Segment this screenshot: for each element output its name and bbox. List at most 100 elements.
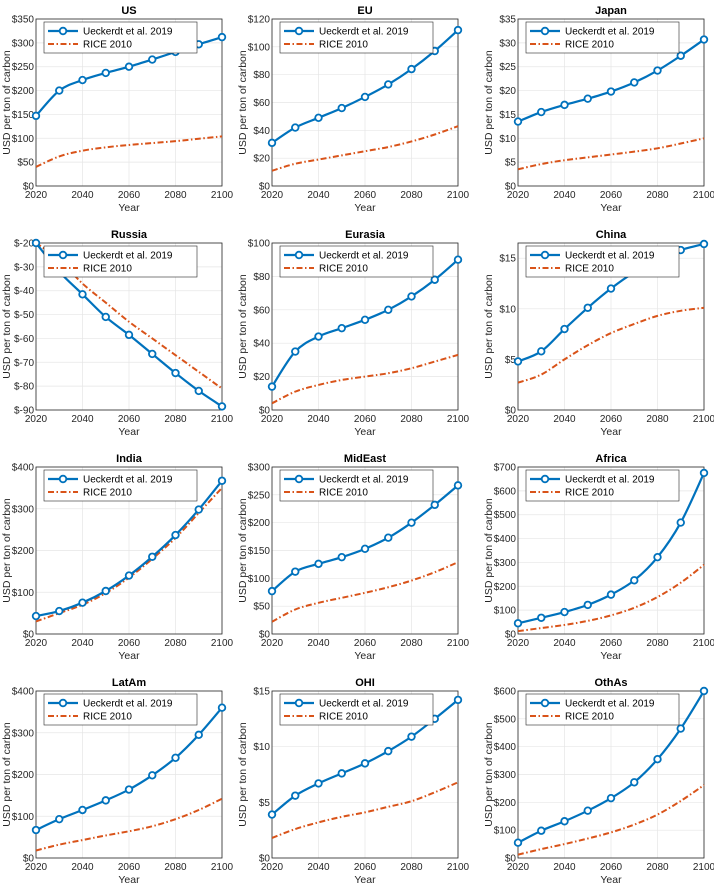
y-axis-label: USD per ton of carbon bbox=[1, 722, 13, 827]
y-tick-label: $50 bbox=[17, 158, 34, 169]
y-tick-label: $15 bbox=[499, 254, 516, 265]
data-point-ueckerdt-2019 bbox=[384, 80, 393, 89]
data-point-ueckerdt-2019 bbox=[171, 530, 180, 540]
data-point-ueckerdt-2019 bbox=[676, 724, 685, 733]
y-tick-label: $0 bbox=[505, 854, 517, 865]
data-point-ueckerdt-2019 bbox=[55, 606, 64, 616]
y-tick-label: $250 bbox=[12, 62, 35, 73]
y-tick-label: $400 bbox=[12, 687, 35, 698]
legend-label-rice: RICE 2010 bbox=[565, 264, 614, 275]
y-tick-label: $300 bbox=[494, 558, 517, 569]
legend-label-rice: RICE 2010 bbox=[319, 264, 368, 275]
x-tick-label: 2060 bbox=[118, 638, 141, 649]
legend-marker-ueckerdt bbox=[294, 698, 304, 708]
x-axis-label: Year bbox=[600, 426, 622, 438]
legend-label-ueckerdt: Ueckerdt et al. 2019 bbox=[565, 27, 655, 38]
x-tick-label: 2060 bbox=[118, 414, 141, 425]
legend: Ueckerdt et al. 2019 RICE 2010 bbox=[525, 693, 680, 726]
x-tick-label: 2080 bbox=[646, 638, 669, 649]
y-tick-label: $60 bbox=[253, 305, 270, 316]
y-axis-label: USD per ton of carbon bbox=[237, 722, 249, 827]
legend: Ueckerdt et al. 2019 RICE 2010 bbox=[525, 245, 680, 278]
series-line-rice-2010 bbox=[272, 125, 459, 172]
x-axis-label: Year bbox=[118, 202, 140, 214]
legend-label-rice: RICE 2010 bbox=[319, 712, 368, 723]
x-tick-label: 2040 bbox=[71, 638, 94, 649]
data-point-ueckerdt-2019 bbox=[360, 544, 370, 554]
x-tick-label: 2020 bbox=[25, 190, 48, 201]
axes-box bbox=[35, 690, 223, 859]
x-tick-label: 2040 bbox=[71, 190, 94, 201]
data-point-ueckerdt-2019 bbox=[407, 292, 416, 301]
legend-marker-ueckerdt bbox=[58, 250, 68, 260]
data-point-ueckerdt-2019 bbox=[148, 55, 157, 64]
y-axis-label: USD per ton of carbon bbox=[237, 50, 249, 155]
x-tick-label: 2020 bbox=[261, 638, 284, 649]
x-tick-label: 2080 bbox=[646, 190, 669, 201]
x-tick-label: 2080 bbox=[400, 862, 423, 873]
data-point-ueckerdt-2019 bbox=[148, 349, 157, 359]
y-tick-label: $250 bbox=[248, 490, 271, 501]
legend-box bbox=[525, 693, 680, 726]
y-tick-label: $100 bbox=[494, 606, 517, 617]
x-tick-label: 2040 bbox=[553, 862, 576, 873]
x-tick-label: 2020 bbox=[25, 414, 48, 425]
legend: Ueckerdt et al. 2019 RICE 2010 bbox=[279, 469, 434, 502]
data-point-ueckerdt-2019 bbox=[653, 66, 662, 75]
y-tick-label: $-40 bbox=[14, 286, 34, 297]
x-tick-label: 2080 bbox=[400, 414, 423, 425]
y-tick-label: $300 bbox=[12, 728, 35, 739]
data-point-ueckerdt-2019 bbox=[513, 357, 523, 366]
y-tick-label: $200 bbox=[12, 86, 35, 97]
x-tick-label: 2060 bbox=[600, 638, 623, 649]
y-tick-label: $100 bbox=[12, 134, 35, 145]
x-tick-label: 2100 bbox=[693, 638, 714, 649]
x-axis-label: Year bbox=[600, 650, 622, 662]
data-point-ueckerdt-2019 bbox=[217, 32, 227, 42]
data-point-ueckerdt-2019 bbox=[124, 785, 134, 794]
data-point-ueckerdt-2019 bbox=[699, 239, 709, 249]
chart-panel-latam: 2020 2040 2060 2080 2100 $0 $100 $200 $300 $400 La… bbox=[1, 677, 234, 883]
data-point-ueckerdt-2019 bbox=[78, 805, 87, 815]
legend-label-rice: RICE 2010 bbox=[565, 712, 614, 723]
data-point-ueckerdt-2019 bbox=[314, 113, 323, 123]
legend-label-rice: RICE 2010 bbox=[565, 488, 614, 499]
data-point-ueckerdt-2019 bbox=[384, 305, 393, 314]
y-tick-label: $15 bbox=[499, 110, 516, 121]
data-point-ueckerdt-2019 bbox=[291, 567, 300, 576]
data-point-ueckerdt-2019 bbox=[537, 347, 546, 356]
y-axis-label: USD per ton of carbon bbox=[483, 498, 495, 603]
legend-box bbox=[279, 469, 434, 502]
data-point-ueckerdt-2019 bbox=[699, 686, 709, 696]
y-tick-label: $0 bbox=[259, 630, 271, 641]
data-point-ueckerdt-2019 bbox=[267, 810, 277, 819]
x-tick-label: 2060 bbox=[118, 190, 141, 201]
x-tick-label: 2020 bbox=[261, 414, 284, 425]
data-point-ueckerdt-2019 bbox=[194, 730, 203, 740]
y-tick-label: $0 bbox=[23, 630, 35, 641]
x-axis-label: Year bbox=[354, 650, 376, 662]
y-tick-label: $50 bbox=[253, 602, 270, 613]
data-point-ueckerdt-2019 bbox=[630, 576, 639, 585]
data-point-ueckerdt-2019 bbox=[171, 368, 180, 378]
legend: Ueckerdt et al. 2019 RICE 2010 bbox=[279, 245, 434, 278]
y-tick-label: $10 bbox=[499, 304, 516, 315]
y-tick-label: $-60 bbox=[14, 334, 34, 345]
y-tick-label: $100 bbox=[12, 588, 35, 599]
legend-label-ueckerdt: Ueckerdt et al. 2019 bbox=[83, 475, 173, 486]
y-tick-label: $5 bbox=[505, 158, 517, 169]
data-point-ueckerdt-2019 bbox=[314, 332, 323, 341]
x-tick-label: 2040 bbox=[307, 638, 330, 649]
data-point-ueckerdt-2019 bbox=[217, 476, 227, 485]
y-axis-label: USD per ton of carbon bbox=[483, 274, 495, 379]
axes-box bbox=[517, 18, 705, 187]
legend-label-ueckerdt: Ueckerdt et al. 2019 bbox=[319, 27, 409, 38]
y-tick-label: $5 bbox=[259, 798, 271, 809]
legend-marker-ueckerdt bbox=[294, 26, 304, 36]
series-line-rice-2010 bbox=[36, 797, 223, 852]
data-point-ueckerdt-2019 bbox=[291, 347, 300, 356]
chart-title: Eurasia bbox=[345, 229, 386, 241]
y-tick-label: $15 bbox=[253, 687, 270, 698]
data-point-ueckerdt-2019 bbox=[314, 779, 323, 788]
legend-label-rice: RICE 2010 bbox=[83, 40, 132, 51]
